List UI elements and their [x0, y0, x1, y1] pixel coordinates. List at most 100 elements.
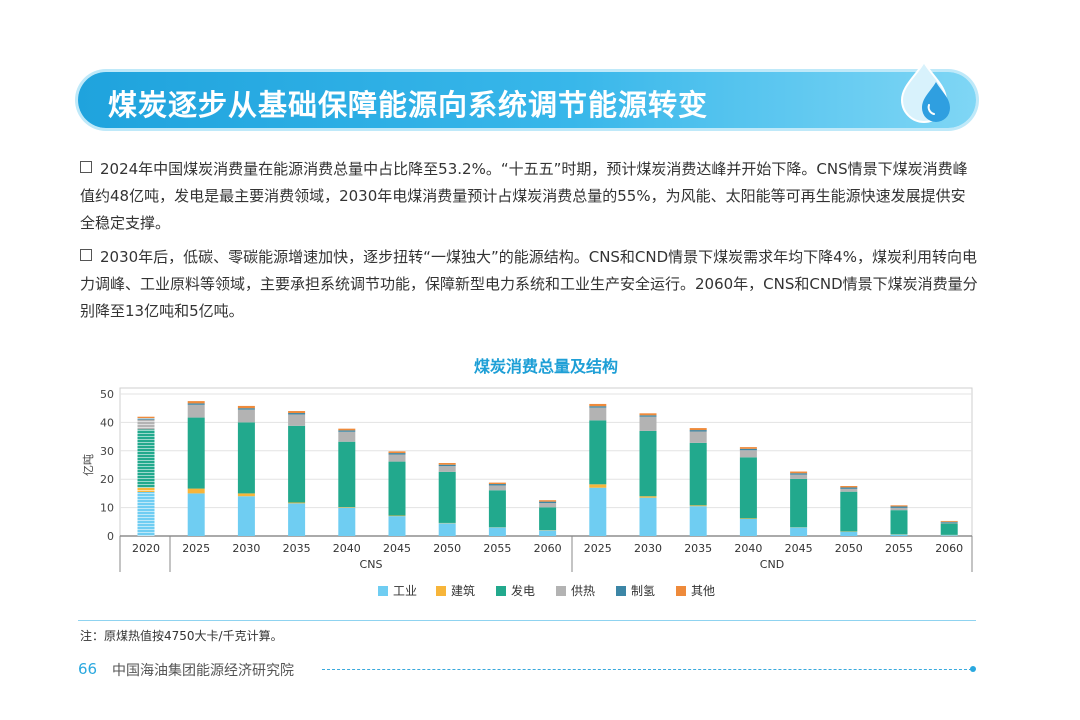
x-tick-label: 2055	[483, 542, 511, 555]
bar-2035-制氢	[689, 430, 707, 432]
y-tick-label: 0	[107, 530, 114, 543]
bar-2045-发电	[388, 461, 406, 516]
bar-2045-建筑	[388, 515, 406, 517]
bar-2060-发电	[940, 523, 958, 535]
bar-2050-其他	[438, 463, 456, 465]
bar-2025-供热	[589, 407, 607, 421]
footer-rule	[322, 669, 972, 670]
bar-2025-工业	[589, 487, 607, 536]
water-drop-icon	[900, 59, 950, 123]
bar-2055-供热	[488, 485, 506, 491]
footer-organization: 中国海油集团能源经济研究院	[112, 663, 294, 679]
bar-2040-制氢	[739, 448, 757, 451]
bar-2020-制氢	[137, 418, 155, 420]
bar-2045-工业	[388, 516, 406, 536]
x-tick-label: 2035	[684, 542, 712, 555]
bar-2060-制氢	[539, 501, 557, 504]
x-tick-label: 2050	[433, 542, 461, 555]
legend-swatch-建筑	[436, 586, 446, 596]
bullet-box-icon	[80, 161, 92, 173]
bar-2040-发电	[739, 457, 757, 519]
x-tick-label: 2050	[835, 542, 863, 555]
bar-2040-工业	[338, 507, 356, 536]
y-tick-label: 40	[100, 416, 114, 429]
bar-2020-供热	[137, 419, 155, 430]
bar-2030-其他	[639, 413, 657, 416]
x-tick-label: 2025	[584, 542, 612, 555]
y-axis-label: 亿吨	[82, 454, 95, 476]
legend-swatch-供热	[556, 586, 566, 596]
bar-2025-建筑	[589, 484, 607, 488]
y-tick-label: 10	[100, 502, 114, 515]
bar-2030-供热	[237, 409, 255, 423]
bar-2045-制氢	[388, 453, 406, 455]
x-tick-label: 2060	[935, 542, 963, 555]
bar-2055-制氢	[488, 484, 506, 486]
bar-2045-供热	[790, 474, 808, 479]
bar-2030-制氢	[639, 415, 657, 417]
bar-2040-供热	[338, 431, 356, 442]
bar-2055-供热	[890, 507, 908, 511]
bar-2035-其他	[288, 411, 306, 414]
x-tick-label: 2060	[534, 542, 562, 555]
bar-2035-工业	[689, 506, 707, 536]
footnote: 注：原煤热值按4750大卡/千克计算。	[80, 629, 283, 643]
legend-swatch-制氢	[616, 586, 626, 596]
bar-2040-制氢	[338, 430, 356, 432]
bar-2030-建筑	[237, 493, 255, 497]
x-tick-label: 2035	[283, 542, 311, 555]
page-number: 66	[78, 660, 98, 678]
bar-2050-制氢	[438, 464, 456, 467]
x-tick-label: 2040	[333, 542, 361, 555]
bar-2050-工业	[438, 523, 456, 536]
group-label-cns: CNS	[360, 558, 383, 571]
bar-2045-制氢	[790, 473, 808, 475]
bar-2045-供热	[388, 454, 406, 462]
bar-2025-发电	[589, 420, 607, 485]
section-title: 煤炭逐步从基础保障能源向系统调节能源转变	[108, 88, 709, 122]
bar-2060-供热	[539, 503, 557, 508]
bar-2025-制氢	[187, 403, 205, 405]
x-tick-label: 2030	[634, 542, 662, 555]
bar-2055-制氢	[890, 506, 908, 508]
bar-2060-工业	[940, 535, 958, 536]
group-label-cnd: CND	[760, 558, 784, 571]
bar-2060-发电	[539, 507, 557, 531]
bar-2030-制氢	[237, 408, 255, 410]
bar-2020-建筑	[137, 487, 155, 492]
bar-2030-工业	[237, 496, 255, 536]
x-tick-label: 2045	[383, 542, 411, 555]
legend-label-工业: 工业	[393, 584, 417, 598]
bar-2040-供热	[739, 450, 757, 458]
bar-2030-发电	[639, 430, 657, 497]
legend-label-建筑: 建筑	[451, 583, 475, 598]
x-tick-label: 2055	[885, 542, 913, 555]
bar-2045-发电	[790, 478, 808, 528]
bar-2035-其他	[689, 428, 707, 431]
bar-2025-发电	[187, 417, 205, 489]
bar-2025-其他	[187, 401, 205, 404]
bar-2060-供热	[940, 522, 958, 524]
bar-2060-其他	[940, 520, 958, 522]
legend-swatch-工业	[378, 586, 388, 596]
bar-2035-建筑	[689, 505, 707, 507]
legend-label-其他: 其他	[691, 584, 715, 598]
bar-2050-发电	[438, 471, 456, 523]
x-tick-label: 2045	[785, 542, 813, 555]
legend-swatch-发电	[496, 586, 506, 596]
bar-2050-制氢	[840, 487, 858, 489]
bar-2060-其他	[539, 500, 557, 502]
bar-2035-发电	[288, 425, 306, 503]
bar-2040-建筑	[739, 518, 757, 519]
legend-label-供热: 供热	[571, 584, 595, 598]
bar-2045-其他	[790, 471, 808, 474]
bar-2025-供热	[187, 404, 205, 418]
y-tick-label: 20	[100, 473, 114, 486]
bar-2050-发电	[840, 491, 858, 532]
bar-2025-建筑	[187, 488, 205, 494]
legend-swatch-其他	[676, 586, 686, 596]
bar-2050-供热	[840, 488, 858, 492]
section-banner: 煤炭逐步从基础保障能源向系统调节能源转变	[78, 72, 976, 128]
note-divider	[78, 620, 976, 621]
